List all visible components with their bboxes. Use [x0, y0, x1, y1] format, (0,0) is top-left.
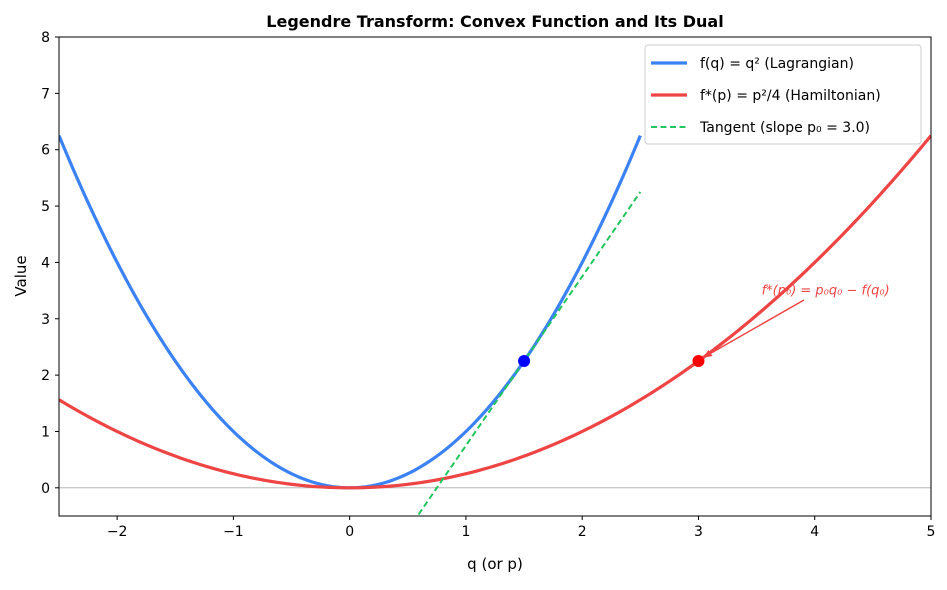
data-point-1 [692, 355, 705, 368]
legend-box [644, 44, 922, 145]
x-axis-label: q (or p) [467, 555, 523, 573]
legend: f(q) = q² (Lagrangian) f*(p) = p²/4 (Hami… [644, 44, 922, 145]
legend-label-1: f*(p) = p²/4 (Hamiltonian) [700, 88, 881, 104]
annotation-text: f*(p₀) = p₀q₀ − f(q₀) [762, 284, 890, 299]
y-tick-label: 5 [41, 199, 50, 215]
annotation-arrowhead [702, 350, 713, 359]
series-line-0 [59, 135, 642, 490]
x-tick-label: 4 [810, 524, 819, 540]
x-tick-label: 0 [345, 524, 354, 540]
y-tick-label: 0 [41, 481, 50, 497]
axes-frame [58, 36, 932, 517]
legend-label-0: f(q) = q² (Lagrangian) [700, 56, 854, 72]
y-tick-label: 2 [41, 368, 50, 384]
plot-area: f*(p₀) = p₀q₀ − f(q₀) −2 −1 0 1 2 3 4 5 0 1 2 3 4 5 6 7 8… [41, 30, 935, 540]
series-line-1 [59, 134, 931, 490]
annotation-arrow [702, 299, 805, 359]
y-tick-label: 8 [41, 30, 50, 46]
x-tick-label: −2 [107, 524, 128, 540]
series-group [59, 134, 931, 516]
chart-title: Legendre Transform: Convex Function and … [266, 12, 723, 31]
legend-label-2: Tangent (slope p₀ = 3.0) [699, 120, 870, 136]
y-tick-label: 6 [41, 143, 50, 159]
x-tick-label: −1 [223, 524, 244, 540]
x-tick-label: 1 [461, 524, 470, 540]
x-tick-label: 5 [927, 524, 936, 540]
data-point-0 [518, 355, 531, 368]
x-tick-label: 2 [578, 524, 587, 540]
y-tick-label: 3 [41, 312, 50, 328]
x-tick-label: 3 [694, 524, 703, 540]
y-tick-label: 1 [41, 424, 50, 440]
y-axis-label: Value [12, 255, 30, 296]
y-tick-label: 7 [41, 86, 50, 102]
y-tick-label: 4 [41, 255, 50, 271]
